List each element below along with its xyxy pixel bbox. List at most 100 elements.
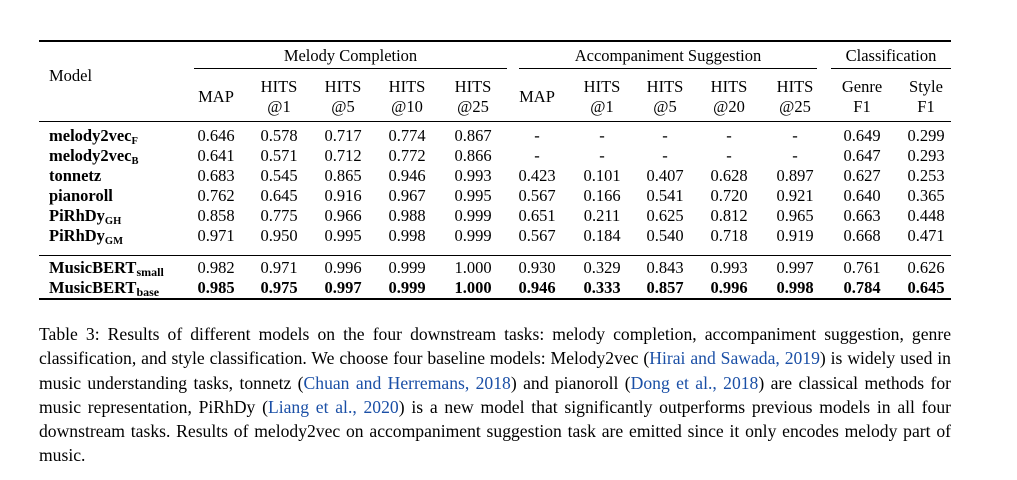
table-cell: 0.916 [324,186,362,205]
model-name-text: melody2vec [49,126,132,145]
table-cell: 0.720 [710,186,748,205]
table-cell: 0.867 [454,126,492,145]
table-bottom-rule [39,298,951,300]
table-cell: 0.998 [388,226,426,245]
table-cell: 0.995 [324,226,362,245]
table-cell: 0.626 [907,258,945,277]
table-cell: 0.578 [260,126,298,145]
table-cell: 0.946 [518,278,556,297]
table-cell: 0.627 [843,166,881,185]
table-cell: 0.647 [843,146,881,165]
table-cell: - [792,126,798,145]
table-cell: 0.998 [776,278,814,297]
melody-group-rule [194,68,507,69]
table-cell: 0.567 [518,226,556,245]
table-cell: 0.101 [583,166,621,185]
table-cell: 0.950 [260,226,298,245]
table-cell: 0.646 [197,126,235,145]
col-header-5: MAP [519,87,555,106]
model-name-text: pianoroll [49,186,113,205]
table-cell: 0.865 [324,166,362,185]
table-cell: 0.645 [260,186,298,205]
model-name-text: PiRhDy [49,206,105,225]
table-cell: 0.999 [454,206,492,225]
table-cell: 0.919 [776,226,814,245]
table-cell: 0.649 [843,126,881,145]
model-name-text: tonnetz [49,166,102,185]
table-cell: 0.683 [197,166,235,185]
table-cell: 0.966 [324,206,362,225]
table-cell: 0.946 [388,166,426,185]
table-cell: 0.967 [388,186,426,205]
table-cell: 0.299 [907,126,945,145]
table-cell: 0.641 [197,146,235,165]
caption-text-1: Table 3: Results of different models on … [39,324,951,369]
table-cell: - [599,146,605,165]
table-cell: 0.971 [260,258,298,277]
table-cell: 0.762 [197,186,235,205]
table-cell: 0.843 [646,258,684,277]
col-header-3-line2: @10 [391,97,423,116]
table-cell: 0.921 [776,186,814,205]
table-cell: 1.000 [454,258,492,277]
table-cell: 0.663 [843,206,881,225]
table-cell: 0.971 [197,226,235,245]
table-cell: 0.712 [324,146,362,165]
table-cell: 0.293 [907,146,945,165]
table-cell: 0.999 [388,278,426,297]
model-name-subscript: GH [104,216,122,227]
table-cell: 1.000 [454,278,492,297]
model-name-subscript: B [131,156,139,167]
table-caption: Table 3: Results of different models on … [39,322,951,468]
table-cell: 0.897 [776,166,814,185]
table-cell: 0.988 [388,206,426,225]
col-header-9-line1: HITS [776,77,814,96]
caption-text-2: ) is widely used in music understanding … [39,348,951,393]
model-name-rows2-0: MusicBERTsmall [49,258,164,282]
table-cell: 0.866 [454,146,492,165]
table-cell: 0.625 [646,206,684,225]
model-name-text: PiRhDy [49,226,105,245]
table-cell: 0.975 [260,278,298,297]
table-cell: 0.253 [907,166,945,185]
table-cell: 0.857 [646,278,684,297]
table-cell: 0.365 [907,186,945,205]
table-cell: 0.718 [710,226,748,245]
table-cell: 0.184 [583,226,621,245]
table-cell: 0.471 [907,226,945,245]
table-cell: 0.784 [843,278,881,297]
col-header-9-line2: @25 [779,97,811,116]
citation-liang[interactable]: Liang et al., 2020 [267,396,399,417]
model-name-rows-1: melody2vecB [49,146,139,172]
table-cell: - [534,146,540,165]
table-cell: 0.993 [454,166,492,185]
model-name-rows-5: PiRhDyGM [49,226,123,252]
citation-chuan-herremans[interactable]: Chuan and Herremans, 2018 [303,372,511,393]
table-cell: 0.329 [583,258,621,277]
col-header-11-line1: Style [909,77,943,96]
table-cell: 0.540 [646,226,684,245]
col-header-8-line2: @20 [713,97,745,116]
citation-hirai-sawada[interactable]: Hirai and Sawada, 2019 [649,348,820,369]
col-header-0: MAP [198,87,234,106]
col-header-6-line2: @1 [590,97,614,116]
table-cell: 0.333 [583,278,621,297]
table-cell: 0.996 [324,258,362,277]
citation-dong[interactable]: Dong et al., 2018 [630,372,759,393]
model-name-rows-4: PiRhDyGH [49,206,121,232]
header-model: Model [49,66,93,85]
col-header-4-line1: HITS [454,77,492,96]
table-cell: - [599,126,605,145]
table-cell: 0.567 [518,186,556,205]
header-melody-completion: Melody Completion [283,46,418,65]
col-header-7-line2: @5 [653,97,677,116]
col-header-6-line1: HITS [583,77,621,96]
table-cell: 0.628 [710,166,748,185]
table-cell: 0.930 [518,258,556,277]
table-cell: 0.965 [776,206,814,225]
table-cell: 0.772 [388,146,426,165]
table-cell: 0.211 [583,206,621,225]
col-header-2-line2: @5 [331,97,355,116]
table-cell: 0.985 [197,278,235,297]
table-cell: - [726,126,732,145]
